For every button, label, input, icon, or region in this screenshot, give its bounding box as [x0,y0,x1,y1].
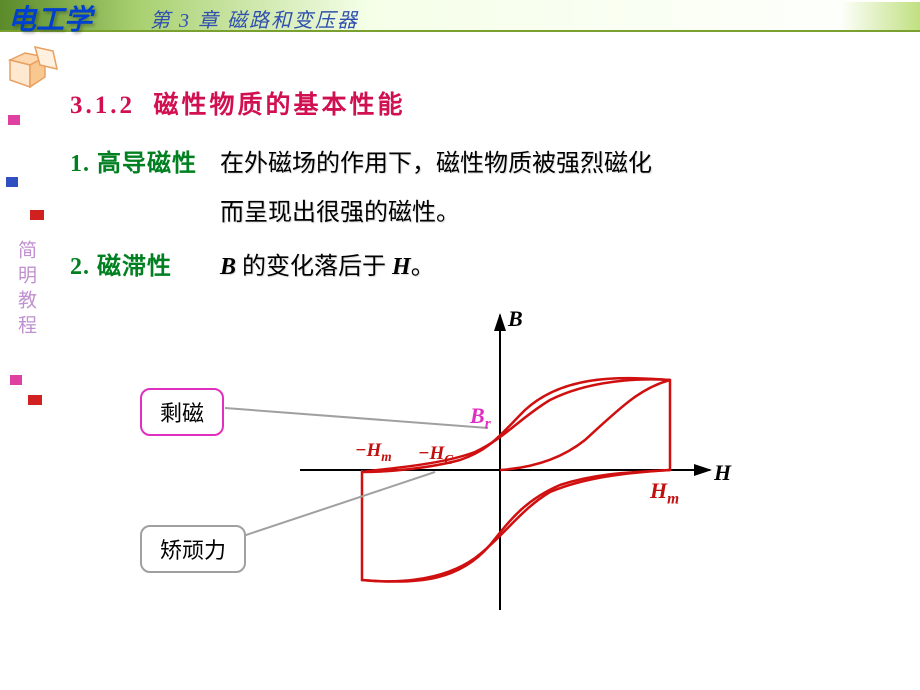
bullet-icon [30,210,44,220]
bullet-icon [6,177,18,187]
label-negHm-sub: m [381,449,391,464]
label-negHc-sub: C [444,452,453,467]
item-text-continuation: 而呈现出很强的磁性。 [220,192,890,227]
section-title: 3.1.2 磁性物质的基本性能 [70,85,890,121]
item-text: 在外磁场的作用下，磁性物质被强烈磁化 [220,146,652,182]
hysteresis-diagram: B H Br −Hm −HC Hm 剩磁 矫顽力 [130,300,770,660]
header-gradient [840,2,920,30]
label-Hm-sub: m [667,490,679,507]
text-mid: 的变化落后于 [236,254,392,280]
chapter-title: 第 3 章 磁路和变压器 [150,4,359,33]
item-text: B 的变化落后于 H。 [220,249,435,285]
label-negHm: −Hm [355,440,392,465]
section-number: 3.1.2 [70,92,135,119]
axis-label-H: H [714,460,731,486]
label-Br: Br [470,403,491,433]
label-negHc-main: −H [418,443,444,464]
bullet-icon [8,115,20,125]
list-item: 2. 磁滞性 B 的变化落后于 H。 [70,249,890,285]
page-header: 电工学 第 3 章 磁路和变压器 [0,0,920,32]
bullet-icon [10,375,22,385]
remanence-label-box: 剩磁 [140,388,224,436]
label-Br-sub: r [485,415,491,432]
var-B: B [220,254,236,280]
section-name: 磁性物质的基本性能 [154,92,406,119]
item-number: 2. 磁滞性 [70,249,220,285]
var-H: H [392,254,411,280]
list-item: 1. 高导磁性 在外磁场的作用下，磁性物质被强烈磁化 [70,146,890,182]
label-Hm-main: H [650,478,667,503]
item-number: 1. 高导磁性 [70,146,220,182]
text-end: 。 [411,254,435,280]
cube-decoration-icon [5,45,60,90]
coercivity-label-box: 矫顽力 [140,525,246,573]
label-negHc: −HC [418,443,453,468]
label-Br-main: B [470,403,485,428]
logo-text: 电工学 [8,0,92,38]
main-content: 3.1.2 磁性物质的基本性能 1. 高导磁性 在外磁场的作用下，磁性物质被强烈… [70,85,890,295]
bullet-icon [28,395,42,405]
axis-label-B: B [508,306,523,332]
sidebar-vertical-text: 简明教程 [18,240,40,340]
label-Hm: Hm [650,478,679,508]
label-negHm-main: −H [355,440,381,461]
